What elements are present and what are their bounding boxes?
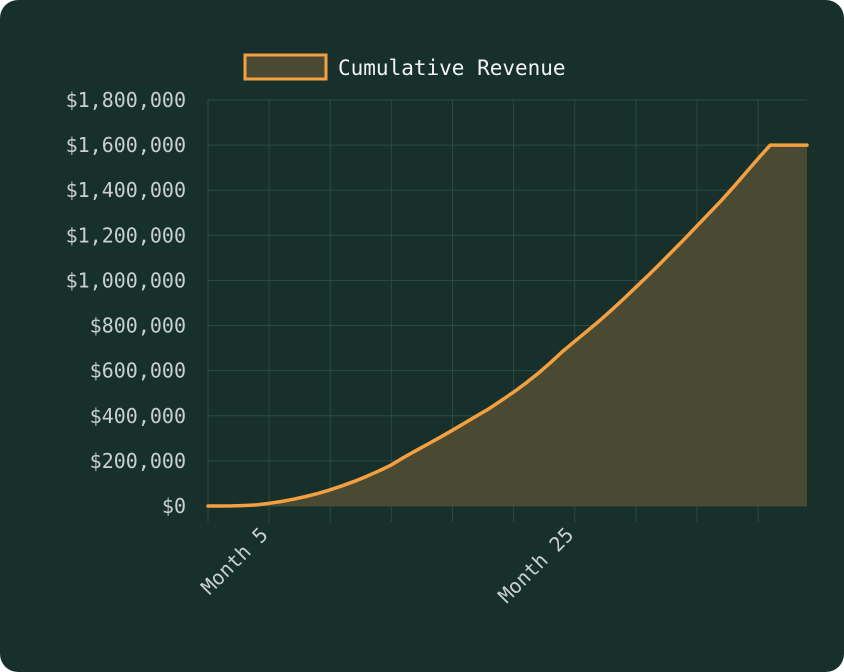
plot-area — [206, 143, 809, 508]
y-tick-label: $1,600,000 — [66, 133, 186, 157]
series-line-cumulative-revenue[interactable] — [206, 143, 809, 508]
legend-swatch — [243, 53, 328, 81]
y-tick-label: $400,000 — [90, 404, 186, 428]
y-tick-label: $200,000 — [90, 449, 186, 473]
series-area-cumulative-revenue — [208, 145, 807, 506]
y-tick-label: $1,000,000 — [66, 268, 186, 292]
y-tick-label: $1,800,000 — [66, 88, 186, 112]
x-tick-label: Month 25 — [493, 523, 578, 608]
y-tick-label: $600,000 — [90, 359, 186, 383]
y-tick-label: $1,400,000 — [66, 178, 186, 202]
legend[interactable]: Cumulative Revenue — [243, 53, 566, 81]
x-tick-label: Month 5 — [196, 523, 273, 600]
y-tick-label: $800,000 — [90, 314, 186, 338]
y-axis: $0 $200,000 $400,000 $600,000 $800,000 $1,000… — [66, 88, 186, 518]
legend-label: Cumulative Revenue — [338, 56, 566, 80]
y-tick-label: $0 — [162, 494, 186, 518]
y-tick-label: $1,200,000 — [66, 223, 186, 247]
x-axis: Month 5 Month 25 — [196, 523, 578, 608]
